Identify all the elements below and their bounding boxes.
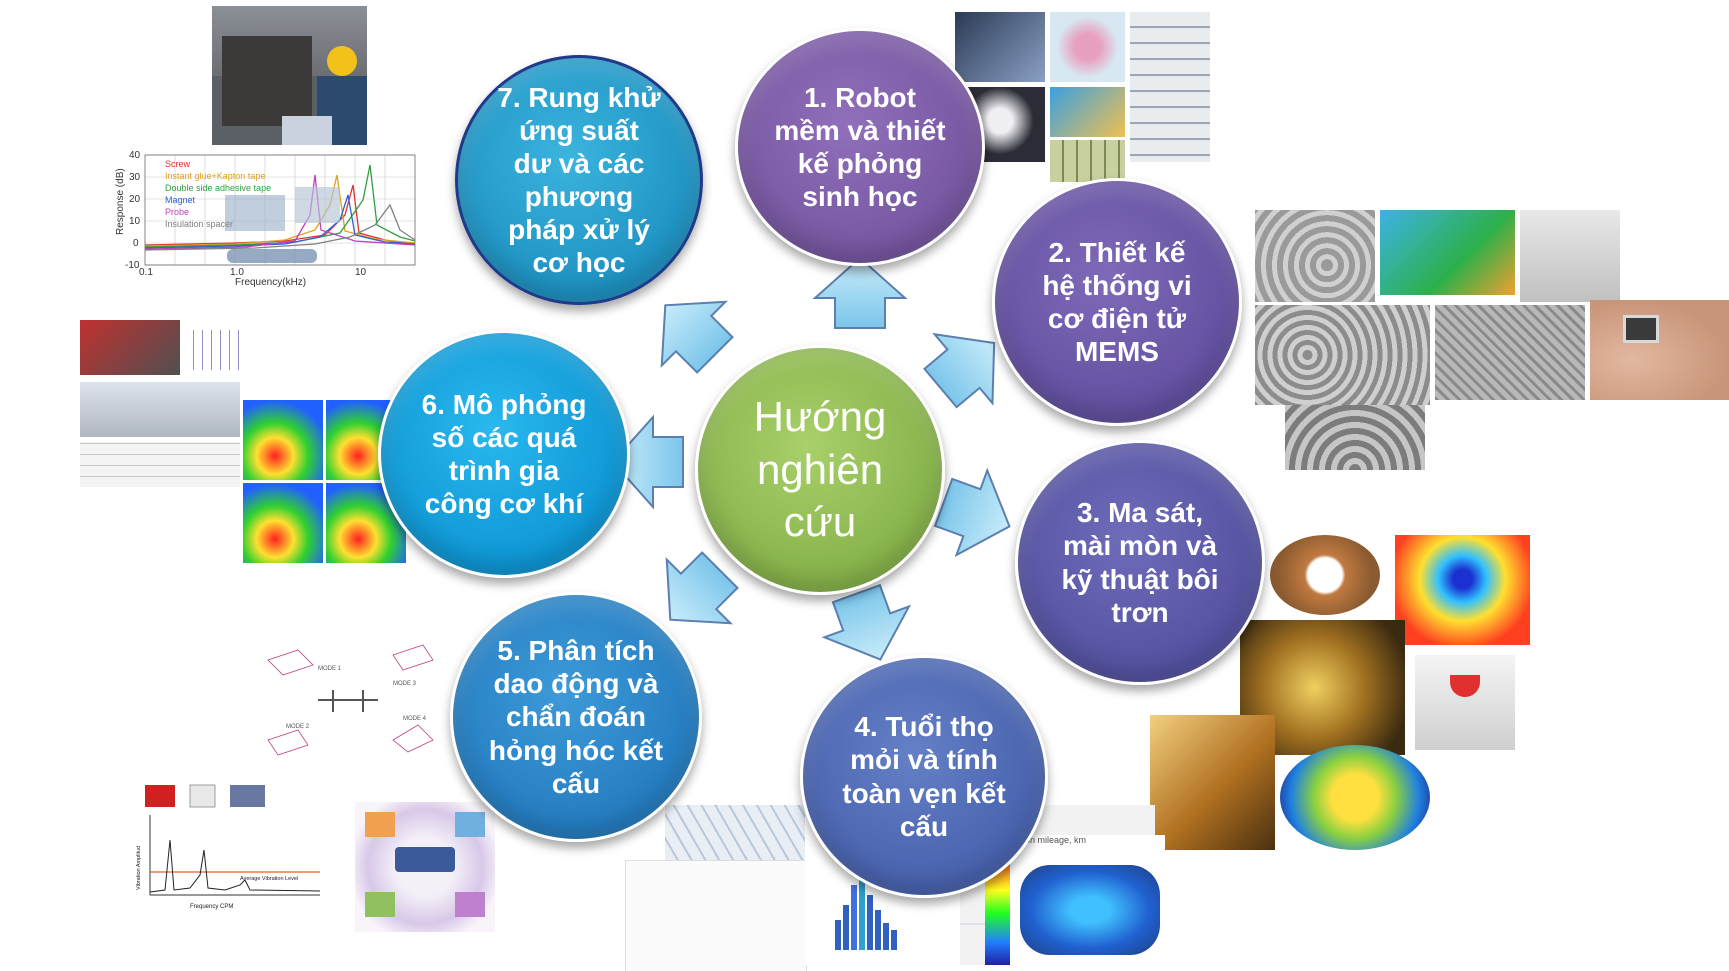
topic-label: 6. Mô phỏng số các quá trình gia công cơ… (421, 388, 587, 520)
xtick: 1.0 (230, 267, 244, 278)
mode-label: MODE 4 (403, 716, 427, 722)
topic-bubble-6: 6. Mô phỏng số các quá trình gia công cơ… (378, 330, 630, 578)
arrow-icon (821, 583, 912, 661)
legend-item: Probe (165, 207, 189, 217)
ytick: -10 (125, 260, 140, 271)
spectrum-annotation: Average Vibration Level (240, 876, 298, 882)
ml-diagnosis-diagram (355, 802, 495, 932)
topic-label: 5. Phân tích dao động và chẩn đoán hỏng … (488, 635, 664, 799)
topic-bubble-1: 1. Robot mềm và thiết kế phỏng sinh học (735, 28, 985, 266)
spectrum-xlabel: Frequency CPM (190, 904, 233, 910)
topic-label: 4. Tuổi thọ mỏi và tính toàn vẹn kết cấu (842, 711, 1006, 842)
center-label: Hướng nghiên cứu (753, 393, 887, 546)
legend-item: Double side adhesive tape (165, 183, 271, 193)
legend-item: Magnet (165, 195, 196, 205)
mode-label: MODE 2 (286, 724, 310, 730)
mileage-label: on mileage, km (1025, 835, 1087, 845)
arrow-icon (923, 332, 996, 409)
chart-ylabel: Response (dB) (115, 168, 126, 235)
topic-bubble-5: 5. Phân tích dao động và chẩn đoán hỏng … (450, 592, 702, 842)
mode-shapes-figure: MODE 1 MODE 3 MODE 2 MODE 4 (258, 640, 438, 760)
center-bubble: Hướng nghiên cứu (695, 345, 945, 595)
machining-setup-figure (80, 320, 245, 490)
ytick: 10 (129, 216, 141, 227)
mode-label: MODE 3 (393, 681, 417, 687)
ytick: 40 (129, 150, 141, 161)
arrow-icon (933, 467, 1011, 558)
topic-bubble-3: 3. Ma sát, mài mòn và kỹ thuật bôi trơn (1015, 440, 1265, 685)
ytick: 30 (129, 172, 141, 183)
mode-label: MODE 1 (318, 666, 342, 672)
topic-label: 7. Rung khử ứng suất dư và các phương ph… (497, 81, 661, 279)
xtick: 0.1 (139, 267, 153, 278)
ytick: 0 (133, 238, 139, 249)
spectrum-ylabel: Vibration Amplitud (136, 846, 142, 890)
xtick: 10 (355, 267, 367, 278)
topic-label: 2. Thiết kế hệ thống vi cơ điện tử MEMS (1042, 236, 1192, 368)
arrow-icon (812, 256, 908, 329)
vibration-spectrum-figure: Average Vibration Level Frequency CPM Vi… (130, 780, 330, 915)
mems-collage (1255, 210, 1729, 472)
legend-item: Insulation spacer (165, 219, 233, 229)
arrow-icon (611, 414, 684, 510)
topic-bubble-7: 7. Rung khử ứng suất dư và các phương ph… (455, 55, 703, 305)
soft-robot-collage (955, 12, 1210, 182)
chart-xlabel: Frequency(kHz) (235, 277, 306, 288)
topic-label: 3. Ma sát, mài mòn và kỹ thuật bôi trơn (1061, 497, 1219, 628)
arrow-icon (665, 551, 739, 625)
arrow-icon (660, 300, 734, 374)
topic-label: 1. Robot mềm và thiết kế phỏng sinh học (774, 81, 946, 213)
legend-item: Instant glue+Kapton tape (165, 171, 265, 181)
vibration-response-chart: Response (dB) Frequency(kHz) 40 30 20 10… (115, 145, 420, 305)
legend-item: Screw (165, 159, 191, 169)
ytick: 20 (129, 194, 141, 205)
topic-bubble-2: 2. Thiết kế hệ thống vi cơ điện tử MEMS (992, 178, 1242, 426)
topic-bubble-4: 4. Tuổi thọ mỏi và tính toàn vẹn kết cấu (800, 655, 1048, 898)
